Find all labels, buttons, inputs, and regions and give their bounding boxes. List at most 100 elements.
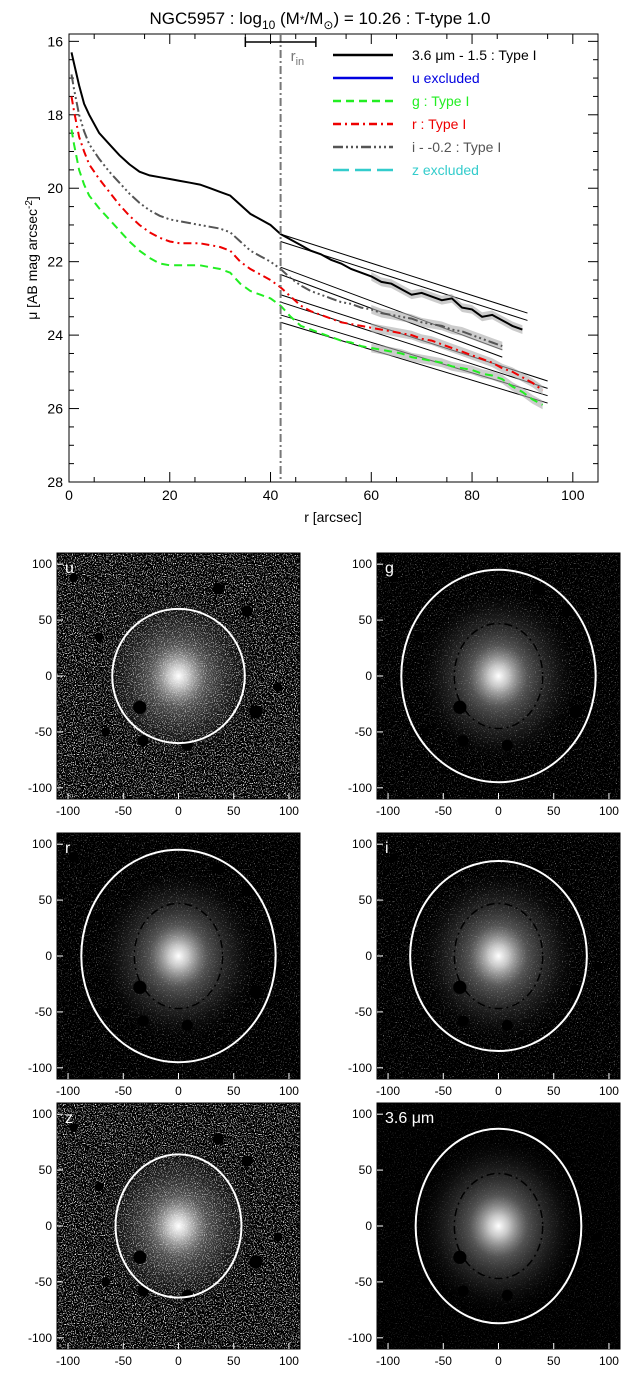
panel-x-tick-label: -50 [115, 1084, 133, 1098]
mask-circle [453, 700, 467, 714]
mask-circle [453, 1250, 467, 1264]
mask-circle [212, 583, 224, 595]
panel-y-tick-label: -50 [35, 725, 53, 739]
image-panel-u: u -100 -100 -50 -50 0 0 50 50 100 100 [28, 552, 301, 818]
mask-circle [249, 985, 263, 999]
outer-ellipse [414, 1127, 583, 1325]
legend-entry: z excluded [412, 162, 479, 178]
panel-y-tick-label: 100 [32, 1107, 52, 1121]
panel-y-tick-label: 50 [39, 893, 53, 907]
mask-circle [421, 727, 431, 737]
panel-x-tick-label: -100 [56, 804, 80, 818]
panel-x-tick-label: 50 [547, 1354, 561, 1368]
panel-y-tick-label: 0 [45, 669, 52, 683]
panel-y-tick-label: 100 [352, 1107, 372, 1121]
series-line [70, 52, 523, 331]
mask-circle [501, 739, 513, 751]
mask-circle [101, 727, 111, 737]
mask-circle [273, 1232, 283, 1242]
legend-entry: i - -0.2 : Type I [412, 139, 501, 155]
legend-entry: u excluded [412, 70, 480, 86]
panel-x-tick-label: 50 [547, 804, 561, 818]
legend: 3.6 μm - 1.5 : Type I u excluded g : Type … [333, 47, 537, 178]
panel-y-tick-label: 50 [359, 1163, 373, 1177]
image-panel-z: z -100 -100 -50 -50 0 0 50 50 100 100 [28, 1102, 301, 1368]
mask-circle [69, 573, 78, 583]
panel-y-tick-label: -50 [355, 725, 373, 739]
mask-circle [137, 1015, 149, 1027]
image-panel-g: g -100 -100 -50 -50 0 0 50 50 100 100 [348, 552, 621, 818]
galaxy-glow [95, 586, 262, 766]
mask-circle [457, 1285, 469, 1297]
panel-y-tick-label: -50 [355, 1275, 373, 1289]
mask-circle [133, 700, 147, 714]
panel-y-tick-label: 50 [39, 1163, 53, 1177]
panel-label: 3.6 μm [385, 1110, 434, 1127]
panel-y-tick-label: 0 [365, 669, 372, 683]
panel-y-tick-label: 50 [359, 893, 373, 907]
mask-circle [212, 1133, 224, 1145]
x-tick-label: 0 [65, 487, 73, 503]
galaxy-glow [415, 866, 582, 1046]
mask-circle [457, 735, 469, 747]
x-tick-label: 20 [162, 487, 178, 503]
panel-x-tick-label: -100 [56, 1084, 80, 1098]
mask-circle [501, 1289, 513, 1301]
mask-circle [249, 1255, 263, 1269]
panel-y-tick-label: 50 [39, 613, 53, 627]
series-line [70, 74, 503, 348]
inner-ellipse [453, 622, 544, 730]
panel-y-tick-label: 100 [352, 837, 372, 851]
fit-line [280, 301, 548, 389]
panel-x-tick-label: 0 [495, 1354, 502, 1368]
image-panel-r: r -100 -100 -50 -50 0 0 50 50 100 100 [28, 832, 301, 1098]
panel-label: z [65, 1110, 73, 1127]
panel-x-tick-label: 0 [495, 804, 502, 818]
panel-y-tick-label: -50 [355, 1005, 373, 1019]
panel-label: g [385, 560, 394, 577]
mask-circle [421, 1277, 431, 1287]
x-tick-label: 100 [561, 487, 585, 503]
panel-y-tick-label: -100 [28, 781, 52, 795]
panel-y-tick-label: 0 [45, 949, 52, 963]
panel-x-tick-label: -50 [115, 804, 133, 818]
mask-circle [133, 1250, 147, 1264]
mask-circle [453, 980, 467, 994]
panel-y-tick-label: 100 [352, 557, 372, 571]
mask-circle [212, 863, 224, 875]
image-panel-3.6 μm: 3.6 μm -100 -100 -50 -50 0 0 50 50 100 100 [348, 1102, 621, 1368]
galaxy-glow [415, 586, 582, 766]
mask-circle [593, 962, 603, 972]
panel-y-tick-label: -50 [35, 1005, 53, 1019]
panel-x-tick-label: 100 [599, 1354, 619, 1368]
panel-x-tick-label: -100 [56, 1354, 80, 1368]
legend-entry: r : Type I [412, 116, 466, 132]
panel-y-tick-label: -100 [348, 1061, 372, 1075]
outer-ellipse [409, 859, 588, 1053]
axis-ticks: 0 20 40 60 80 100 16 18 20 22 24 26 28 [47, 33, 598, 503]
panel-y-tick-label: -100 [28, 1331, 52, 1345]
x-tick-label: 60 [363, 487, 379, 503]
y-tick-label: 16 [47, 33, 63, 49]
mask-circle [389, 1123, 398, 1133]
panel-x-tick-label: 0 [495, 1084, 502, 1098]
panel-y-tick-label: -50 [35, 1275, 53, 1289]
panel-y-tick-label: 0 [365, 1219, 372, 1233]
y-tick-label: 20 [47, 180, 63, 196]
r-in-marker: rin [244, 34, 317, 482]
mask-circle [101, 1277, 111, 1287]
error-band [371, 343, 543, 410]
panel-y-tick-label: -100 [348, 781, 372, 795]
x-tick-label: 40 [263, 487, 279, 503]
y-tick-label: 22 [47, 254, 63, 270]
y-tick-label: 24 [47, 327, 63, 343]
mask-circle [241, 605, 253, 617]
y-tick-label: 18 [47, 107, 63, 123]
mask-circle [273, 682, 283, 692]
mask-circle [137, 735, 149, 747]
mask-circle [414, 632, 424, 642]
panel-x-tick-label: 100 [279, 1354, 299, 1368]
r-in-label: rin [291, 48, 305, 68]
panel-y-tick-label: 50 [359, 613, 373, 627]
